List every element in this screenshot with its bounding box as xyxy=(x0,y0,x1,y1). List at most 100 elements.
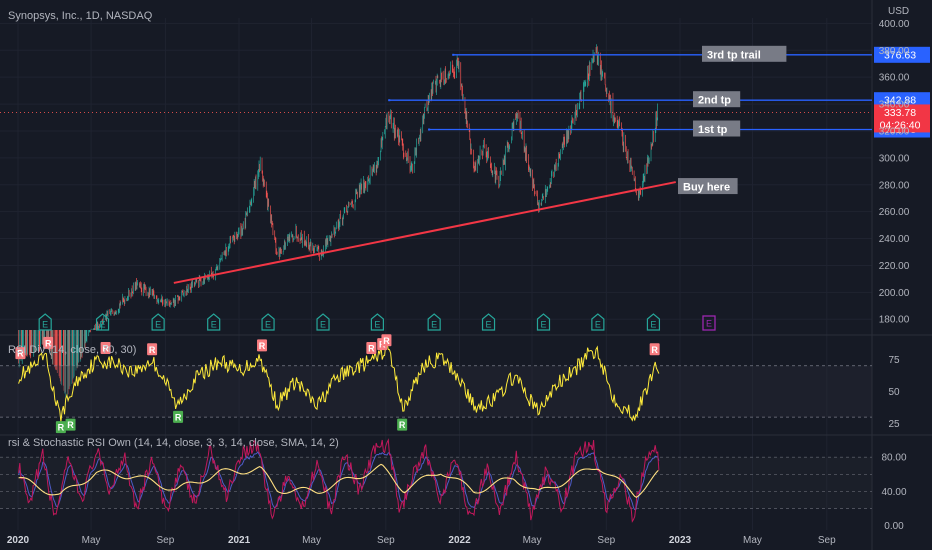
bar-countdown-label: 04:26:40 xyxy=(880,119,921,131)
price-tick-label: 340.00 xyxy=(879,100,910,111)
x-tick-label: Sep xyxy=(156,535,174,546)
last-price-tag xyxy=(874,104,930,133)
rsi-divergence-pane: RRRRRRRRRRRRR xyxy=(0,334,872,434)
rsi-band xyxy=(0,365,872,418)
x-tick-label: Sep xyxy=(597,535,615,546)
trendline xyxy=(173,181,676,284)
level-price-label: 342.88 xyxy=(884,95,916,107)
earnings-marker-letter: E xyxy=(100,320,106,330)
bearish-divergence-label: R xyxy=(102,344,109,354)
x-tick-label: Sep xyxy=(818,535,836,546)
earnings-marker-letter: E xyxy=(706,319,712,329)
earnings-marker xyxy=(481,313,496,331)
bullish-divergence-marker xyxy=(65,418,76,431)
earnings-marker-letter: E xyxy=(42,320,48,330)
rsi-line xyxy=(18,343,660,422)
price-tick-label: 240.00 xyxy=(879,234,910,245)
earnings-upcoming-marker xyxy=(702,315,716,331)
earnings-marker xyxy=(38,313,52,331)
earnings-marker xyxy=(427,313,441,331)
earnings-marker xyxy=(151,313,165,331)
price-tick-label: 360.00 xyxy=(879,73,910,84)
x-tick-label: 2020 xyxy=(7,535,30,546)
axes: 2020 May Sep 2021 May Sep 2022 May Sep 2023 May Sep… xyxy=(7,19,910,546)
x-tick-label: May xyxy=(523,535,542,546)
stoch-pane-title: rsi & Stochastic RSI Own (14, 14, close,… xyxy=(8,437,339,449)
x-tick-label: 2023 xyxy=(669,535,692,546)
support-trendline: Buy here xyxy=(173,178,738,284)
level-anchor xyxy=(452,53,455,56)
earnings-marker-letter: E xyxy=(155,320,161,330)
bearish-divergence-marker xyxy=(381,334,392,347)
bullish-divergence-label: R xyxy=(399,420,406,430)
bearish-divergence-label: R xyxy=(383,336,390,346)
level-name-label: 1st tp xyxy=(698,124,728,136)
bearish-divergence-marker xyxy=(15,347,26,360)
price-tick-label: 380.00 xyxy=(879,46,910,57)
earnings-marker-letter: E xyxy=(595,320,601,330)
level-name-box xyxy=(702,45,787,62)
bearish-divergence-label: R xyxy=(149,345,156,355)
bullish-divergence-label: R xyxy=(175,412,182,422)
earnings-marker-letter: E xyxy=(211,320,217,330)
last-price-label: 333.78 xyxy=(884,107,916,119)
earnings-marker xyxy=(207,313,221,331)
earnings-marker xyxy=(646,313,661,331)
x-tick-label: May xyxy=(302,535,321,546)
price-tick-label: 300.00 xyxy=(879,153,910,164)
stoch-tick-label: 80.00 xyxy=(881,453,906,464)
bullish-divergence-marker xyxy=(397,418,408,431)
bullish-divergence-label: R xyxy=(67,420,74,430)
rsi-tick-label: 50 xyxy=(888,387,900,398)
currency-label: USD xyxy=(888,6,910,17)
earnings-marker xyxy=(95,313,110,331)
bullish-divergence-marker xyxy=(55,421,66,434)
earnings-marker xyxy=(591,313,605,331)
level-price-label: 376.63 xyxy=(884,49,916,61)
level-price-tag xyxy=(874,46,930,63)
level-anchor xyxy=(388,99,391,102)
level-anchor xyxy=(428,128,431,131)
price-tick-label: 320.00 xyxy=(879,126,910,137)
bearish-divergence-marker xyxy=(147,343,158,356)
level-name-box xyxy=(693,120,741,137)
x-tick-label: 2022 xyxy=(448,535,471,546)
x-tick-label: May xyxy=(743,535,762,546)
rsi-pane-title: RSI Div (14, close, 70, 30) xyxy=(8,344,137,356)
stoch-rsi-line xyxy=(18,463,659,498)
rsi-tick-label: 75 xyxy=(888,355,900,366)
earnings-marker-letter: E xyxy=(486,320,492,330)
symbol-title: Synopsys, Inc., 1D, NASDAQ xyxy=(8,10,153,22)
rsi-tick-label: 25 xyxy=(888,419,900,430)
bullish-divergence-marker xyxy=(173,410,184,423)
bearish-divergence-marker xyxy=(366,342,377,354)
bearish-divergence-label: R xyxy=(368,344,375,354)
x-tick-label: 2021 xyxy=(228,535,251,546)
level-name-label: 2nd tp xyxy=(698,95,731,107)
trendline-label: Buy here xyxy=(683,182,730,194)
bearish-divergence-label: R xyxy=(45,338,52,348)
price-tick-label: 260.00 xyxy=(879,207,910,218)
price-candles xyxy=(18,44,659,401)
earnings-marker-letter: E xyxy=(431,320,437,330)
level-price-tag xyxy=(874,92,930,109)
bearish-divergence-marker xyxy=(649,343,660,356)
level-name-box xyxy=(693,91,741,108)
earnings-marker-letter: E xyxy=(540,320,546,330)
earnings-marker-letter: E xyxy=(374,320,380,330)
earnings-marker-letter: E xyxy=(320,320,326,330)
bullish-divergence-label: R xyxy=(58,423,65,433)
price-tick-label: 280.00 xyxy=(879,180,910,191)
earnings-marker-letter: E xyxy=(265,320,271,330)
price-tick-label: 400.00 xyxy=(879,19,910,30)
earnings-marker xyxy=(536,313,551,331)
price-tick-label: 220.00 xyxy=(879,261,910,272)
grid xyxy=(0,18,872,530)
bearish-divergence-marker xyxy=(257,339,268,352)
x-tick-label: Sep xyxy=(377,535,395,546)
earnings-marker xyxy=(261,313,275,331)
stochastic-rsi-pane xyxy=(0,438,872,523)
